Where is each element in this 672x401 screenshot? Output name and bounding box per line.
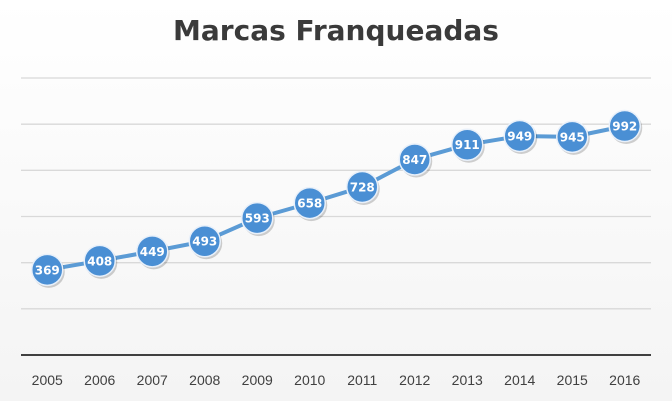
data-label: 992 xyxy=(612,120,637,134)
data-point xyxy=(608,109,641,143)
data-point xyxy=(556,120,589,154)
data-label: 369 xyxy=(35,263,60,277)
data-point xyxy=(241,201,274,235)
x-tick-label: 2010 xyxy=(294,372,325,388)
data-label: 945 xyxy=(560,130,585,144)
data-label: 449 xyxy=(140,245,165,259)
data-label: 593 xyxy=(245,212,270,226)
x-tick-label: 2012 xyxy=(399,372,430,388)
data-point xyxy=(346,170,379,204)
data-label: 911 xyxy=(455,138,480,152)
x-tick-label: 2008 xyxy=(189,372,220,388)
data-point xyxy=(293,186,326,220)
x-tick-label: 2013 xyxy=(452,372,483,388)
data-point xyxy=(451,128,484,161)
x-tick-label: 2014 xyxy=(504,372,535,388)
x-tick-label: 2011 xyxy=(347,372,377,388)
data-point xyxy=(188,224,221,258)
data-point xyxy=(398,143,431,176)
x-tick-label: 2007 xyxy=(137,372,168,388)
data-label: 847 xyxy=(402,153,427,167)
series-line xyxy=(45,124,627,272)
x-tick-label: 2006 xyxy=(84,372,115,388)
data-point xyxy=(503,119,536,153)
data-point xyxy=(31,253,64,287)
data-label: 493 xyxy=(192,235,217,249)
data-label: 949 xyxy=(507,129,532,143)
chart-title: Marcas Franqueadas xyxy=(173,14,499,47)
x-tick-label: 2005 xyxy=(32,372,63,388)
data-point xyxy=(83,244,116,278)
data-label: 658 xyxy=(297,197,322,211)
data-label: 408 xyxy=(87,254,112,268)
x-tick-label: 2016 xyxy=(609,372,640,388)
x-tick-label: 2015 xyxy=(557,372,588,388)
data-point xyxy=(136,235,169,268)
data-label: 728 xyxy=(350,180,375,194)
x-tick-label: 2009 xyxy=(242,372,273,388)
